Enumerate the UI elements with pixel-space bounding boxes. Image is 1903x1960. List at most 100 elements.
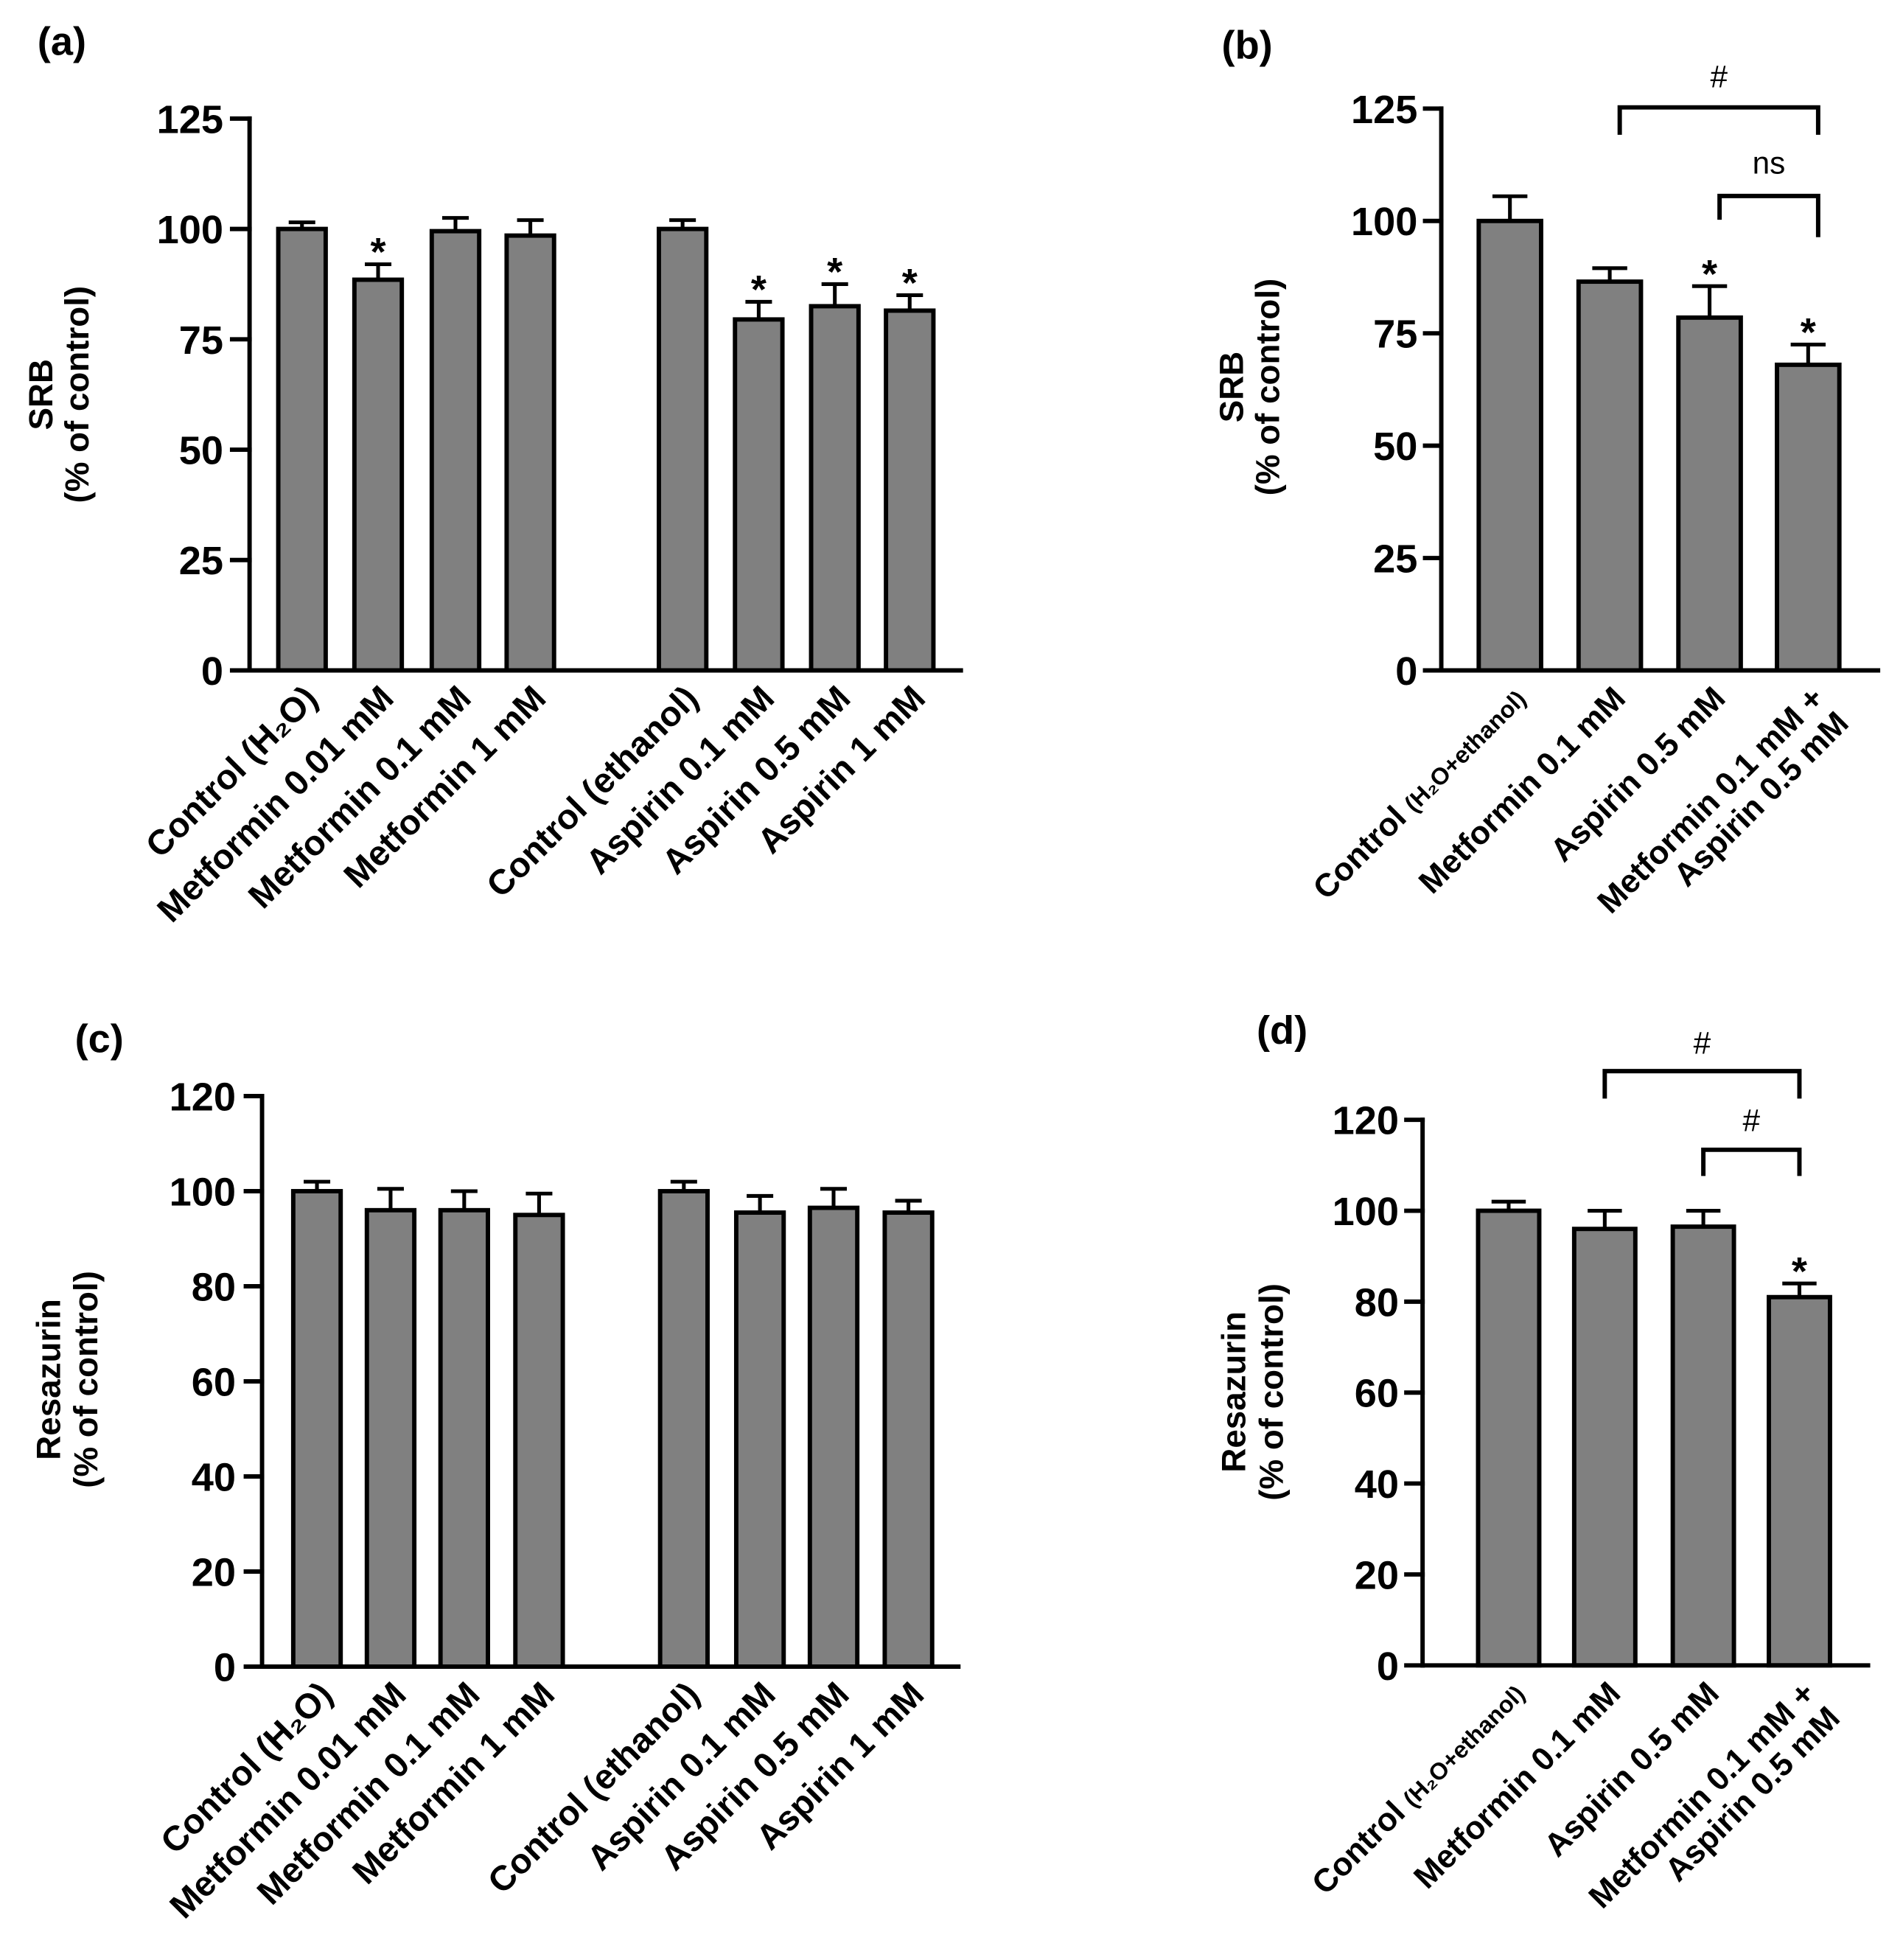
significance-marker: * [370,230,386,274]
bracket-line [1602,1069,1802,1099]
bar [1571,1227,1638,1668]
bar [1576,279,1644,673]
y-tick-label: 50 [179,429,223,473]
y-tick-label: 100 [157,208,223,252]
panel-label: (a) [38,20,86,64]
bar [1767,1294,1832,1668]
error-bar [450,1189,478,1210]
y-tick-label: 100 [1351,200,1417,244]
y-axis-unit: (% of control) [1253,1283,1291,1501]
bar [290,1189,343,1669]
significance-marker: * [1801,310,1817,355]
error-bar [1686,1208,1721,1227]
bar [438,1207,490,1669]
y-tick-label: 75 [1373,313,1417,357]
panel-c: (c) Resazurin (% of control) 0 20 40 60 80 100 12… [29,1017,961,1926]
panel-label: (d) [1257,1008,1307,1053]
y-tick-label: 0 [1395,649,1417,694]
x-tick-label-main: Control [1305,1794,1412,1901]
bracket-line [1717,193,1820,237]
error-bar [1492,194,1528,221]
error-bar [1790,342,1826,365]
y-axis-title: SRB [1212,352,1250,423]
comparison-bracket: # [1602,1025,1802,1099]
error-bar [1691,284,1728,318]
x-tick-label-main: Control [1306,799,1413,906]
bar [807,1205,860,1669]
y-tick-label: 50 [1373,425,1417,469]
bracket-line [1701,1147,1802,1176]
error-bar [1592,266,1627,282]
y-tick-label: 125 [1351,88,1417,132]
y-tick-label: 25 [179,539,223,583]
y-axis-title: Resazurin [29,1299,67,1460]
bar [809,304,861,673]
y-tick-label: 120 [170,1075,236,1119]
x-tick-label: Metformin 0.1 mM +Aspirin 0.5 mM [1582,1675,1847,1940]
bar [882,1210,935,1669]
comparison-bracket: # [1701,1103,1802,1176]
y-tick-label: 125 [157,97,223,142]
bar [1670,1224,1736,1668]
error-bar [1588,1208,1622,1230]
bar [733,1210,786,1669]
bar [1476,218,1543,673]
y-tick-label: 80 [192,1265,236,1309]
panel-label: (c) [75,1017,124,1061]
panel-d: (d) Resazurin (% of control) 0 20 40 60 80 100 12… [1215,1008,1871,1940]
error-bar [669,218,696,229]
error-bar [364,262,392,280]
bar [513,1213,565,1669]
error-bar [670,1179,697,1192]
significance-marker: * [902,261,918,305]
significance-marker: * [751,268,767,312]
y-tick-label: 75 [179,318,223,363]
panel-label: (b) [1222,24,1273,68]
bar [364,1207,417,1669]
significance-marker: * [827,250,843,294]
error-bar [517,218,544,236]
bar [429,229,482,673]
bar [1676,315,1743,673]
y-axis-unit: (% of control) [1249,279,1286,496]
bracket-label: # [1743,1103,1761,1137]
bar [733,317,785,673]
panel-a: (a)SRB(% of control)0255075100125Control… [22,20,963,930]
bar [352,277,405,673]
error-bar [1491,1199,1526,1211]
y-tick-label: 20 [1355,1553,1399,1597]
bracket-label: # [1710,60,1728,94]
y-tick-label: 40 [1355,1462,1399,1507]
error-bar [820,1187,848,1208]
y-tick-label: 100 [170,1170,236,1214]
significance-marker: * [1792,1249,1808,1294]
error-bar [821,282,848,307]
error-bar [896,293,923,311]
bracket-line [1617,105,1820,135]
comparison-bracket: # [1617,60,1820,135]
error-bar [747,1193,774,1213]
y-axis-unit: (% of control) [67,1271,105,1488]
y-tick-label: 25 [1373,537,1417,582]
bar [657,226,709,673]
bar [276,226,328,673]
bar [1775,362,1842,673]
bar [884,308,936,673]
x-tick-label-text: Metformin 0.1 mM +Aspirin 0.5 mM [1582,1675,1847,1940]
error-bar [288,220,315,229]
y-tick-label: 120 [1333,1099,1399,1143]
y-tick-label: 20 [192,1550,236,1594]
y-tick-label: 80 [1355,1280,1399,1325]
bracket-label: ns [1753,145,1786,180]
error-bar [895,1199,922,1213]
y-tick-label: 60 [192,1360,236,1404]
y-axis-unit: (% of control) [58,286,96,503]
significance-marker: * [1702,252,1718,296]
bracket-label: # [1694,1025,1711,1060]
panel-b: (b) SRB(% of control) 0 25 50 75 100 125 Control… [1212,24,1881,946]
y-tick-label: 0 [214,1645,236,1689]
x-tick-label-text: Metformin 0.1 mM +Aspirin 0.5 mM [1591,680,1856,946]
error-bar [441,216,469,231]
y-tick-label: 0 [201,649,223,694]
